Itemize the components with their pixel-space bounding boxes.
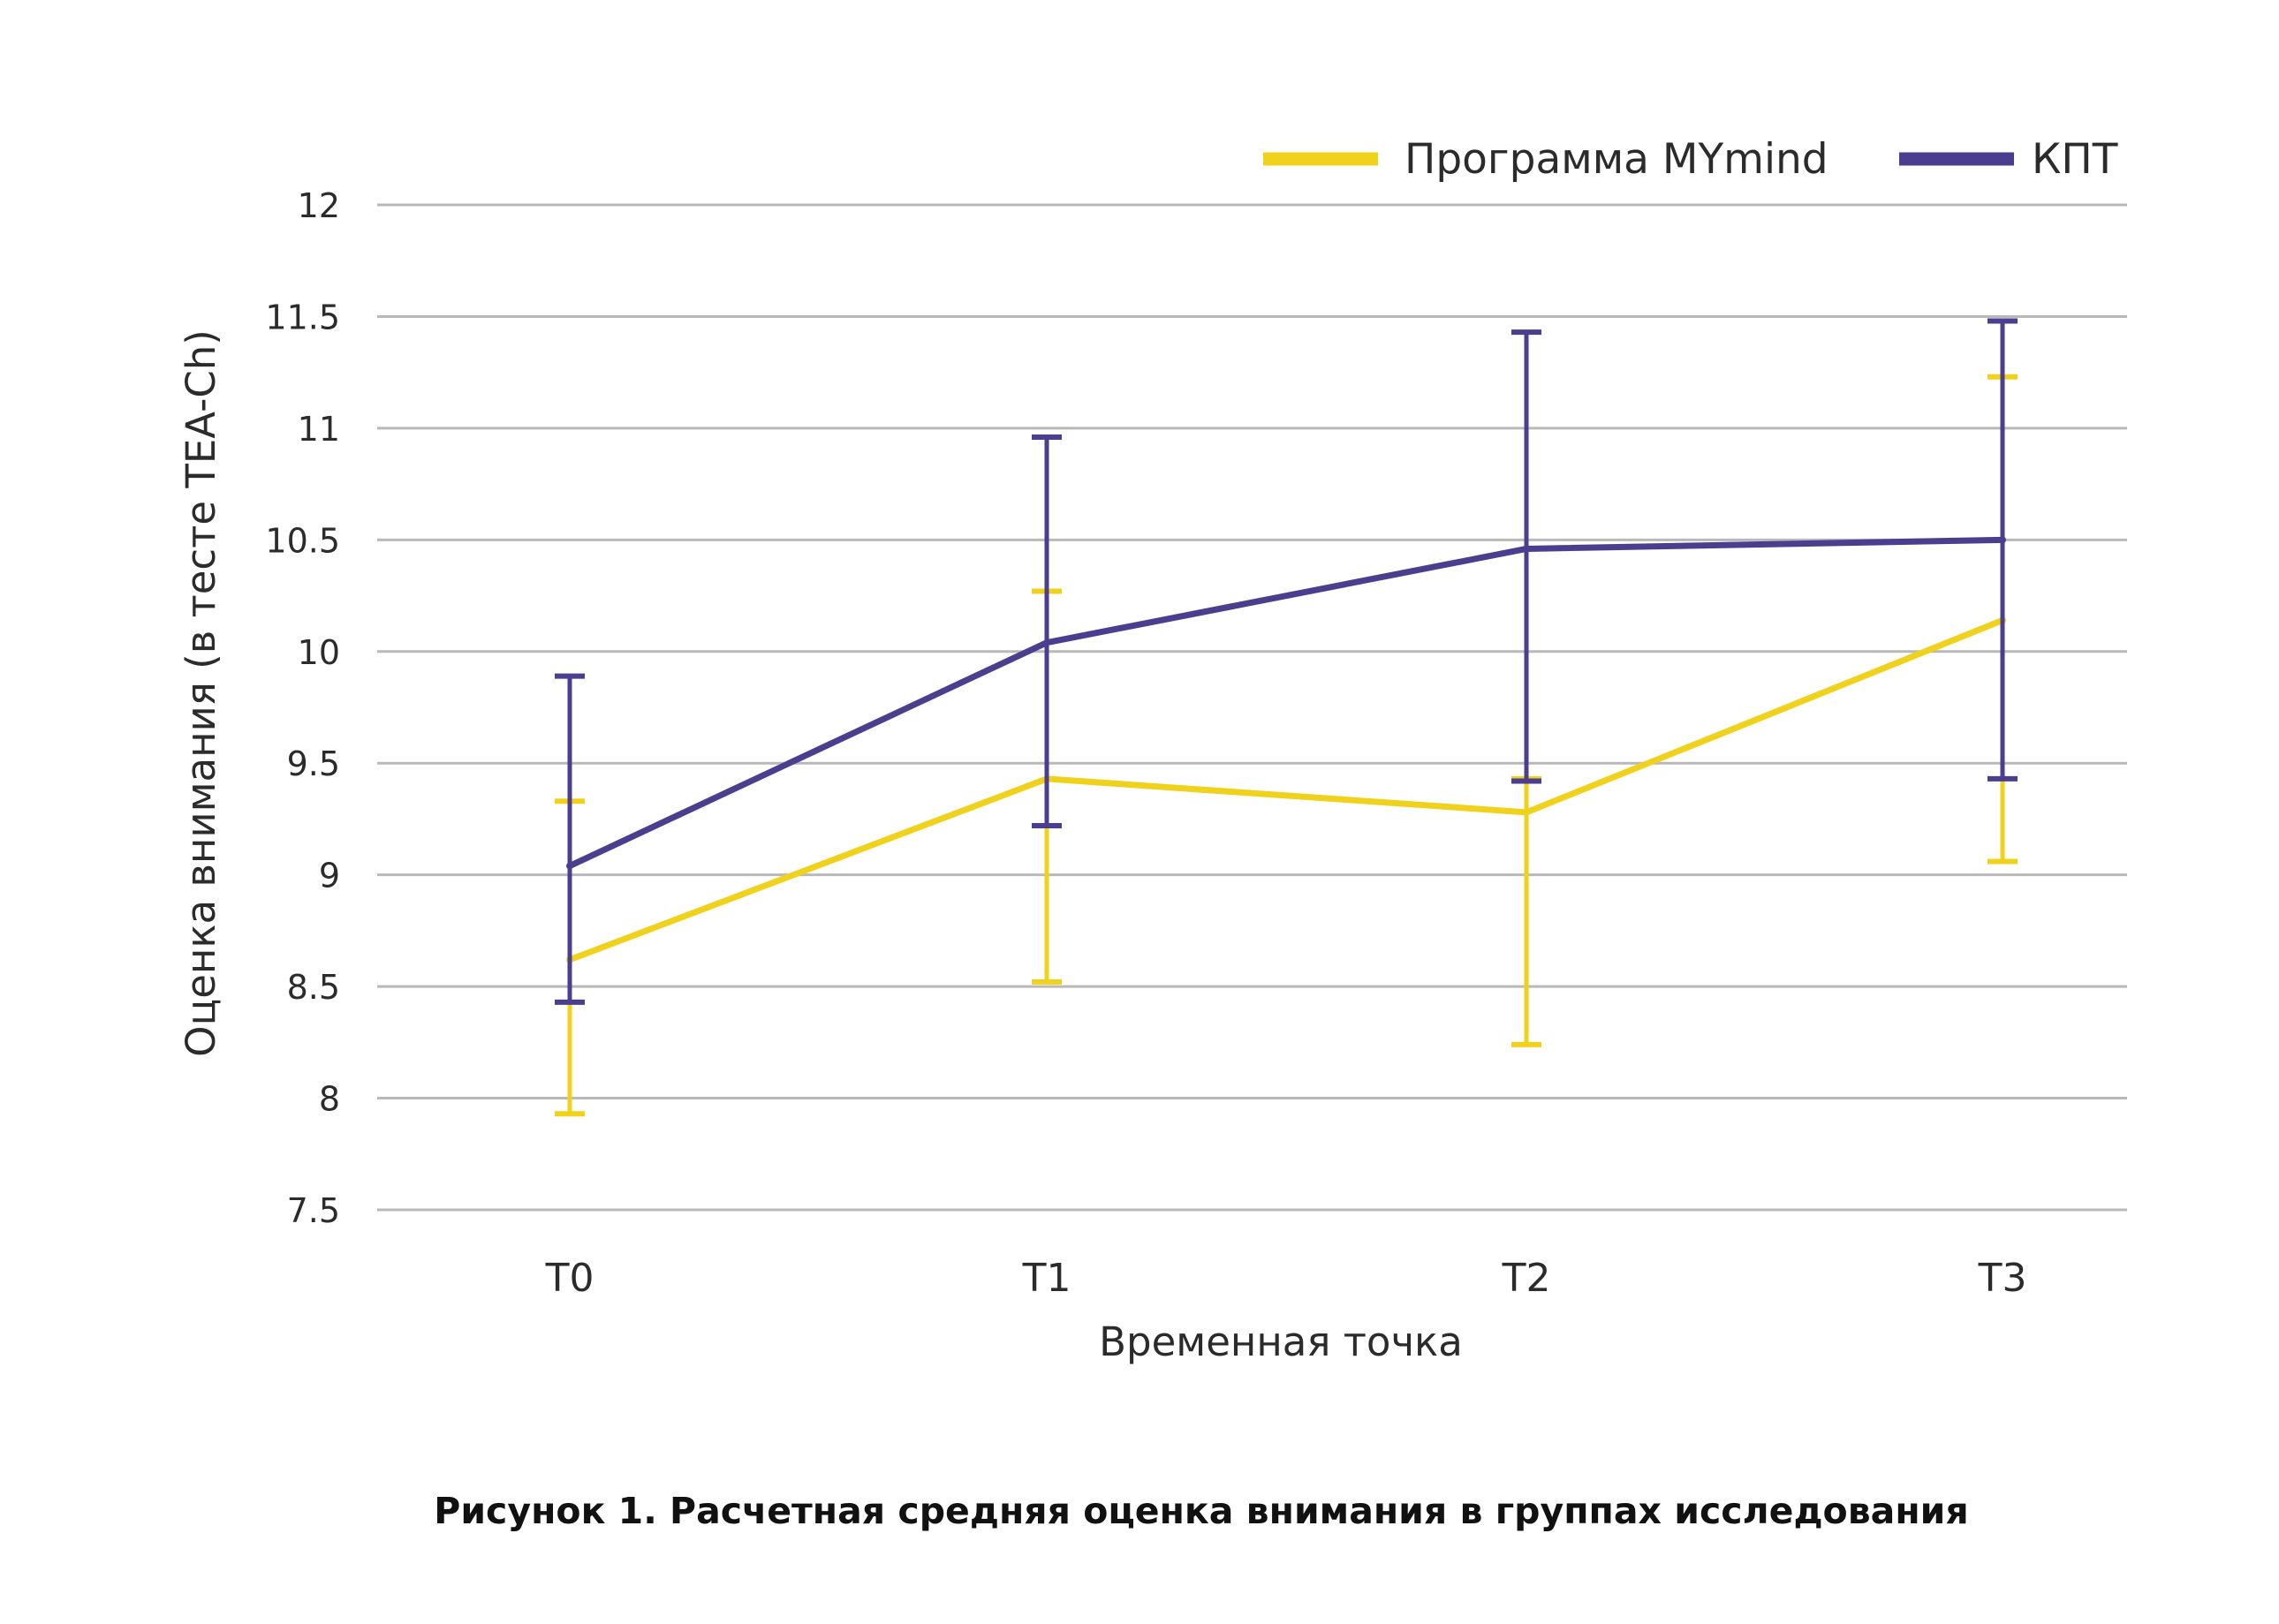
x-axis-title: Временная точка: [1099, 1318, 1463, 1365]
series-line: [566, 616, 2006, 963]
series-1: [555, 374, 2018, 1117]
y-tick-label: 10.5: [265, 521, 340, 560]
figure-caption: Рисунок 1. Расчетная средняя оценка вним…: [434, 1490, 1968, 1532]
data-point: [1999, 536, 2006, 544]
y-axis-title: Оценка внимания (в тесте TEA-Ch): [178, 329, 224, 1057]
legend-item-1: Программа MYmind: [1263, 135, 1828, 184]
y-tick-label: 7.5: [287, 1191, 340, 1230]
data-series: [555, 318, 2018, 1117]
legend: Программа MYmind КПТ: [1263, 135, 2118, 184]
x-axis-ticks: T0 T1 T2 T3: [545, 1256, 2027, 1301]
data-point: [1523, 545, 1530, 553]
y-tick-label: 12: [298, 186, 340, 225]
x-tick-label: T1: [1022, 1256, 1071, 1301]
data-point: [566, 862, 573, 870]
series-line: [566, 536, 2006, 870]
y-tick-label: 9.5: [287, 744, 340, 783]
y-tick-label: 11: [298, 410, 340, 449]
y-axis-ticks: 7.5 8 8.5 9 9.5 10 10.5 11 11.5 12: [265, 186, 340, 1230]
x-tick-label: T2: [1502, 1256, 1551, 1301]
data-point: [1523, 808, 1530, 816]
y-tick-label: 8.5: [287, 968, 340, 1007]
y-tick-label: 10: [298, 633, 340, 672]
x-tick-label: T0: [545, 1256, 594, 1301]
grid-lines: [377, 203, 2127, 1212]
series-2: [555, 318, 2018, 1005]
y-tick-label: 8: [319, 1080, 340, 1119]
y-tick-label: 11.5: [265, 298, 340, 336]
legend-label: КПТ: [2032, 135, 2118, 184]
legend-label: Программа MYmind: [1404, 135, 1828, 184]
x-tick-label: T3: [1978, 1256, 2027, 1301]
data-point: [1043, 638, 1050, 646]
legend-item-2: КПТ: [1899, 135, 2118, 184]
y-tick-label: 9: [319, 857, 340, 895]
